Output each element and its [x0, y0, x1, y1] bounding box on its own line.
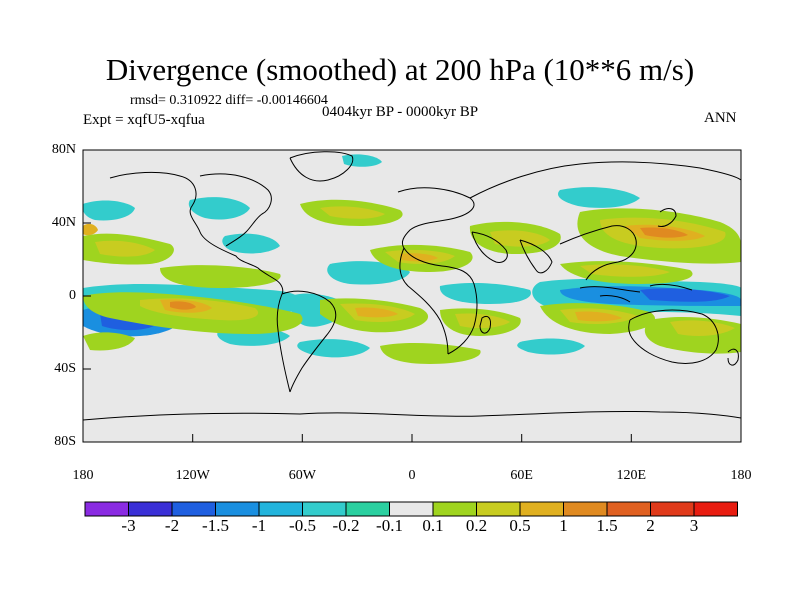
coast-south-america-west	[276, 293, 291, 393]
lat-label-eq: 0	[69, 288, 76, 303]
coast-north-america-east	[199, 173, 272, 247]
lat-label-80s: 80S	[54, 434, 76, 449]
pos-south-africa-core	[455, 313, 510, 329]
pos-africa-peak	[400, 253, 438, 262]
colorbar-box-5	[258, 501, 303, 517]
lon-label-120w: 120W	[175, 468, 210, 483]
colorbar	[84, 501, 738, 517]
neg-strong-west-pacific	[640, 288, 730, 302]
period-label: 0404kyr BP - 0000kyr BP	[322, 104, 479, 120]
lon-label-120e: 120E	[616, 468, 647, 483]
axis-ticks	[82, 149, 742, 443]
colorbar-label-6: -0.2	[332, 516, 360, 535]
coast-arabia	[471, 231, 508, 263]
colorbar-label-9: 0.2	[465, 516, 488, 535]
pos-south-indian-peak	[575, 311, 622, 322]
coast-greenland	[289, 151, 354, 182]
pos-north-pacific-core	[95, 240, 155, 257]
colorbar-box-9	[432, 501, 477, 517]
colorbar-box-7	[345, 501, 390, 517]
coast-antarctica	[83, 410, 741, 421]
coast-new-zealand	[727, 348, 739, 366]
colorbar-box-4	[215, 501, 260, 517]
pos-australia-core	[670, 320, 735, 336]
colorbar-box-10	[476, 501, 521, 517]
lon-label-0: 0	[408, 468, 416, 483]
coast-south-america	[281, 290, 337, 393]
colorbar-label-4: -1	[251, 516, 267, 535]
pos-south-pacific-peak	[170, 301, 196, 310]
coast-japan	[657, 208, 677, 227]
neg-atlantic	[327, 261, 410, 285]
coastlines	[83, 151, 741, 421]
lat-label-40n: 40N	[51, 215, 76, 230]
colorbar-box-11	[519, 501, 564, 517]
coast-asia	[469, 161, 741, 199]
colorbar-box-8	[389, 501, 434, 517]
coast-maritime-islands	[579, 283, 693, 303]
pos-indian-ocean-core	[490, 230, 550, 247]
colorbar-box-12	[563, 501, 608, 517]
lon-label-60w: 60W	[288, 468, 316, 483]
colorbar-label-2: -2	[164, 516, 180, 535]
colorbar-box-14	[650, 501, 695, 517]
pos-south-atlantic-peak	[355, 307, 398, 318]
lon-label-180w: 180	[72, 468, 94, 483]
colorbar-box-1	[84, 501, 129, 517]
plot-title: Divergence (smoothed) at 200 hPa (10**6 …	[105, 52, 695, 87]
lat-label-40s: 40S	[54, 361, 76, 376]
colorbar-box-13	[606, 501, 651, 517]
colorbar-label-5: -0.5	[289, 516, 316, 535]
pos-north-atlantic-core	[320, 206, 385, 219]
divergence-field	[83, 150, 741, 442]
pos-subtropical-pacific	[160, 265, 281, 288]
coast-africa	[403, 247, 478, 355]
coast-india	[519, 239, 553, 274]
pos-north-pacific-west	[83, 223, 98, 236]
colorbar-label-1: -3	[121, 516, 136, 535]
neg-north-pacific	[83, 200, 135, 221]
colorbar-label-7: -0.1	[376, 516, 403, 535]
pos-maritime-core	[580, 264, 670, 277]
colorbar-label-8: 0.1	[422, 516, 444, 535]
colorbar-label-13: 2	[646, 516, 655, 535]
neg-north-america	[188, 197, 250, 220]
coast-madagascar	[479, 315, 491, 334]
colorbar-label-11: 1	[559, 516, 568, 535]
colorbar-label-3: -1.5	[202, 516, 229, 535]
lon-label-60e: 60E	[510, 468, 533, 483]
coast-africa-west	[399, 247, 449, 355]
coast-southeast-asia	[559, 225, 637, 281]
neg-asia-north	[558, 187, 640, 208]
pos-east-asia-peak	[640, 227, 688, 238]
colorbar-box-2	[128, 501, 173, 517]
colorbar-label-10: 0.5	[509, 516, 531, 535]
colorbar-box-6	[302, 501, 347, 517]
colorbar-label-14: 3	[689, 516, 699, 535]
experiment-label: Expt = xqfU5-xqfua	[83, 112, 205, 128]
neg-southern-indian	[517, 338, 585, 355]
neg-southern-ocean-mid	[297, 339, 370, 358]
neg-caribbean	[222, 233, 280, 254]
pos-south-west	[83, 332, 135, 351]
lat-label-80n: 80N	[51, 142, 76, 157]
season-label: ANN	[704, 110, 737, 126]
colorbar-box-3	[171, 501, 216, 517]
neg-indian-ocean	[439, 283, 531, 304]
coast-europe	[397, 187, 475, 249]
colorbar-box-15	[693, 501, 738, 517]
stats-text: rmsd= 0.310922 diff= -0.00146604	[130, 93, 328, 108]
coast-north-america	[109, 171, 284, 295]
colorbar-label-12: 1.5	[596, 516, 618, 535]
pos-southern-high	[380, 343, 481, 364]
coast-australia	[628, 309, 719, 364]
lon-label-180e: 180	[730, 468, 752, 483]
